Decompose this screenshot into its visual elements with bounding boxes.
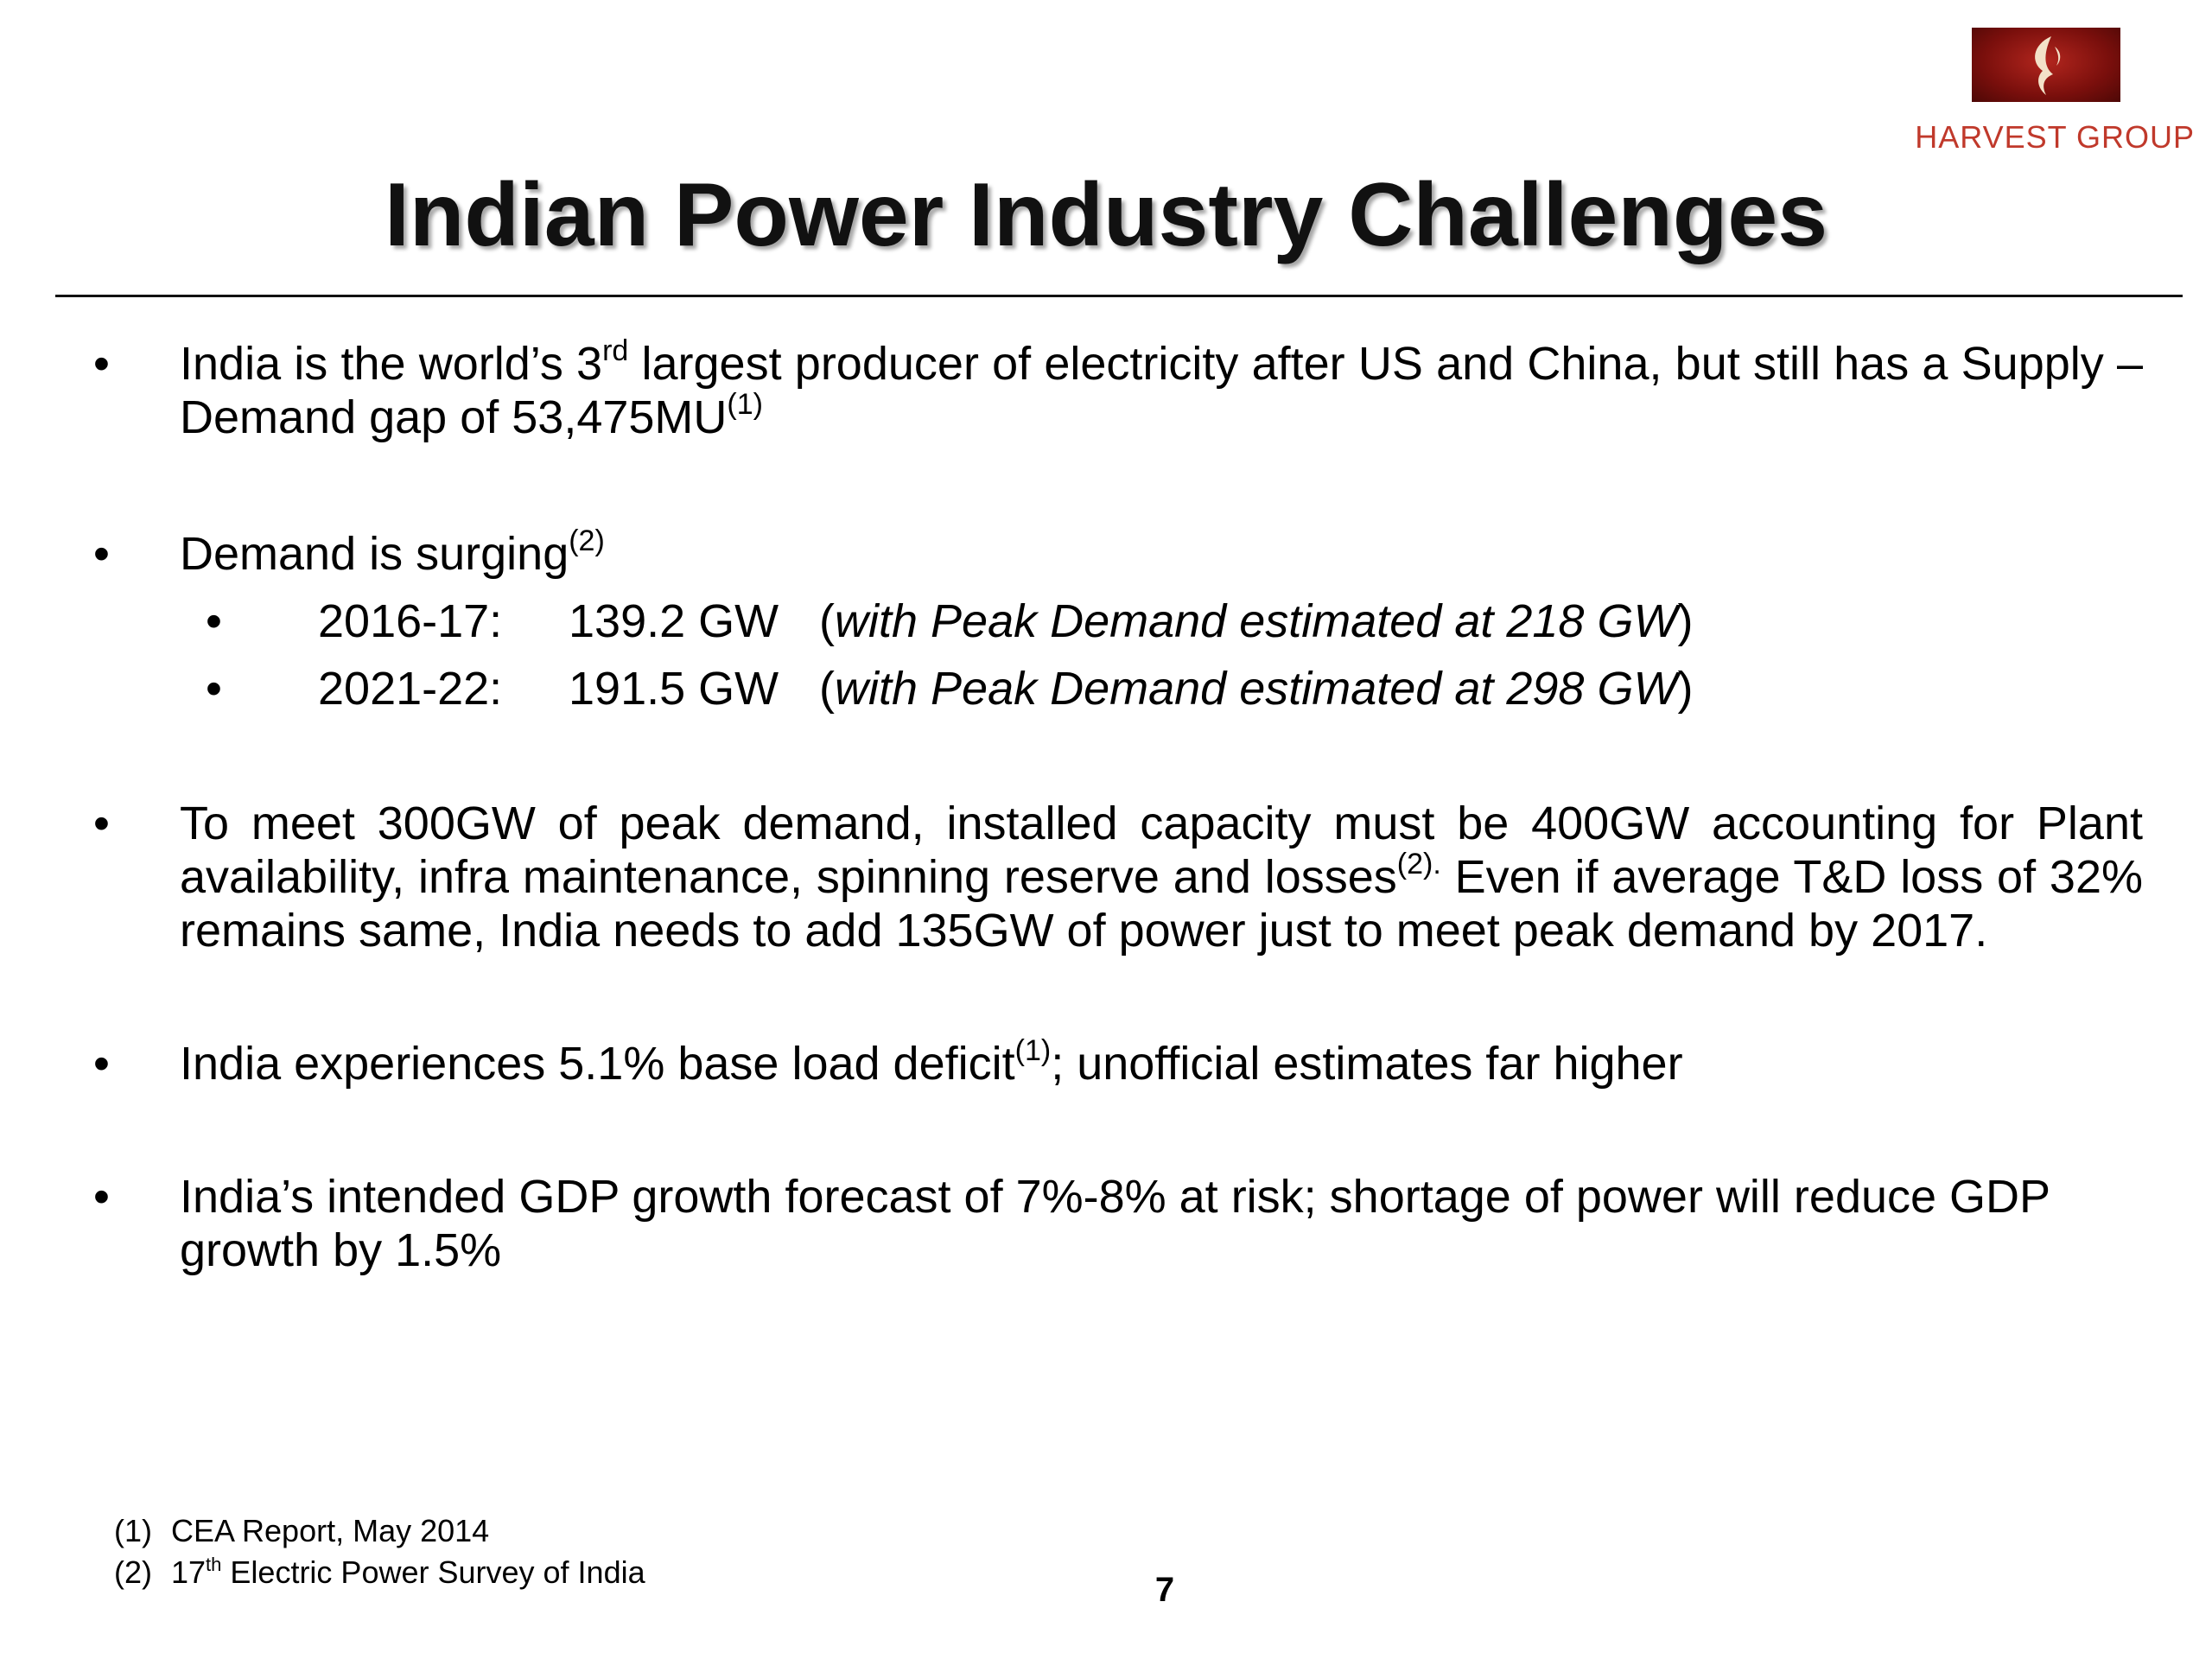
sub-bullet-year: 2021-22: — [318, 663, 503, 715]
footnote-text: Electric Power Survey of India — [221, 1554, 645, 1590]
sub-bullet-note: with Peak Demand estimated at 298 GW — [834, 663, 1678, 715]
sub-bullet-value: 139.2 GW — [569, 595, 779, 647]
page-number: 7 — [1154, 1571, 1175, 1609]
bullet-text: To meet 300GW of peak demand, installed … — [180, 798, 2143, 903]
paren-open: ( — [819, 663, 835, 715]
sub-bullet-value: 191.5 GW — [569, 663, 779, 715]
sub-bullet-note: with Peak Demand estimated at 218 GW — [834, 595, 1678, 647]
bullet-dot: • — [206, 663, 222, 715]
bullet-text: Demand is surging — [180, 528, 569, 580]
bullet-dot: • — [93, 798, 110, 849]
footnote-ref: (2) — [569, 524, 605, 557]
paren-close: ) — [1677, 595, 1694, 647]
logo-text: HARVEST GROUP — [1915, 119, 2195, 155]
bullet-text: India is the world’s 3 — [180, 338, 603, 390]
sub-bullet-year: 2016-17: — [318, 595, 503, 647]
bullet-gdp-risk: • India’s intended GDP growth forecast o… — [86, 1170, 2143, 1277]
footnote-1: (1) CEA Report, May 2014 — [114, 1510, 645, 1552]
bullet-production-gap: • India is the world’s 3rd largest produ… — [86, 334, 2143, 444]
bullet-dot: • — [93, 338, 110, 390]
bullet-dot: • — [206, 595, 222, 647]
bullet-text: India’s intended GDP growth forecast of … — [180, 1171, 2050, 1276]
superscript: th — [206, 1554, 222, 1575]
footnote-text: 17 — [171, 1554, 207, 1590]
bullet-text: largest producer of electricity after US… — [180, 338, 2143, 443]
page-title: Indian Power Industry Challenges — [384, 165, 1828, 265]
bullet-dot: • — [93, 1171, 110, 1223]
bullet-dot: • — [93, 528, 110, 580]
spacer — [86, 715, 2143, 797]
flame-swirl-icon — [2035, 36, 2061, 95]
sub-bullet-2021: • 2021-22: 191.5 GW (with Peak Demand esti… — [86, 662, 2143, 715]
spacer — [86, 1090, 2143, 1170]
sub-bullet-2016: • 2016-17: 139.2 GW (with Peak Demand esti… — [86, 594, 2143, 648]
bullet-demand-surging: • Demand is surging(2) — [86, 524, 2143, 581]
paren-open: ( — [819, 595, 835, 647]
logo-box — [1972, 28, 2120, 102]
footnote-number: (2) — [114, 1554, 152, 1590]
bullet-text: Even if average T&D loss of 32% remains … — [180, 851, 2144, 957]
bullet-text: India experiences 5.1% base load deficit — [180, 1038, 1015, 1090]
footnotes: (1) CEA Report, May 2014 (2) 17th Electric… — [114, 1510, 645, 1593]
bullet-base-load-deficit: • India experiences 5.1% base load defic… — [86, 1034, 2143, 1090]
spacer — [86, 444, 2143, 527]
footnote-number: (1) — [114, 1513, 152, 1548]
footnote-ref: (2). — [1396, 848, 1441, 880]
paren-close: ) — [1677, 663, 1694, 715]
footnote-text: CEA Report, May 2014 — [171, 1513, 490, 1548]
footnote-ref: (1) — [1014, 1034, 1052, 1067]
slide-content: • India is the world’s 3rd largest produ… — [86, 334, 2143, 1277]
footnote-ref: (1) — [727, 388, 763, 421]
bullet-dot: • — [93, 1038, 110, 1090]
title-divider — [55, 295, 2183, 297]
footnote-2: (2) 17th Electric Power Survey of India — [114, 1552, 645, 1593]
spacer — [86, 957, 2143, 1037]
bullet-text: ; unofficial estimates far higher — [1051, 1038, 1683, 1090]
superscript: rd — [602, 334, 629, 367]
bullet-capacity-needs: • To meet 300GW of peak demand, installe… — [86, 797, 2143, 957]
